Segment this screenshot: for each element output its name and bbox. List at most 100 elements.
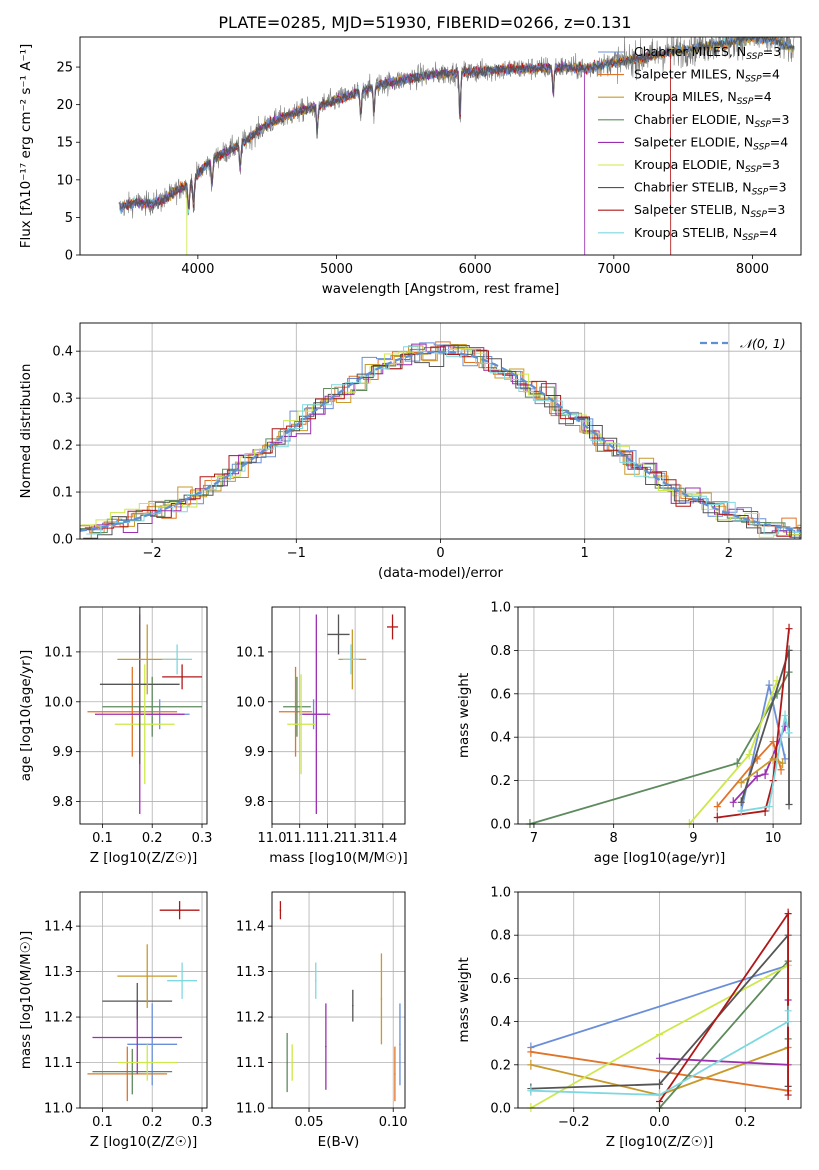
data-point-marker [784,1090,792,1101]
x-tick-label: 0.3 [192,831,213,846]
data-point-marker [656,1029,663,1040]
y-tick-label: 10.0 [44,695,73,710]
y-tick-label: 0.4 [490,1015,511,1030]
y-tick-label: 10.0 [236,695,265,710]
data-point-marker [737,805,745,816]
x-axis-label: Z [log10(Z/Z☉)] [90,1134,198,1150]
y-tick-label: 1.0 [490,601,511,616]
data-point-marker [769,753,777,764]
data-point-marker [656,1079,663,1090]
x-tick-label: 1 [581,546,589,561]
legend-entry: Kroupa STELIB, NSSP=4 [634,225,777,243]
data-point [294,710,297,713]
mass-weight-line [658,910,789,1103]
x-axis-label: Z [log10(Z/Z☉)] [606,1134,714,1150]
y-tick-label: 0.0 [490,818,511,833]
x-tick-label: 4000 [181,262,214,277]
x-tick-label: −1 [287,546,306,561]
data-layer [80,37,801,1112]
y-axis-label: mass weight [456,957,472,1042]
mass-weight-line [658,958,789,1109]
y-tick-label: 0.2 [490,774,511,789]
y-tick-label: 11.4 [236,920,265,935]
data-point [181,979,183,982]
legend-entry: Chabrier ELODIE, NSSP=3 [634,112,789,130]
x-tick-label: 0.3 [192,1115,213,1130]
y-tick-label: 10 [56,173,73,188]
data-point [146,658,149,661]
data-point [131,710,134,713]
residual-histogram [81,348,801,538]
legend-entry: 𝒩(0, 1) [740,336,786,351]
residual-histogram [80,341,801,534]
y-tick-label: 20 [56,98,73,113]
x-axis-label: E(B-V) [318,1134,360,1150]
data-point-marker [765,801,773,812]
data-point [291,1061,294,1064]
data-point [350,658,352,661]
y-tick-label: 9.8 [244,795,265,810]
x-tick-label: 0.0 [649,1115,670,1130]
data-point [151,1043,154,1046]
legend-entry: Kroupa ELODIE, NSSP=3 [634,157,780,175]
x-tick-label: −0.2 [558,1115,590,1130]
axes-frame [517,606,802,825]
axes-frame [79,36,802,256]
y-tick-label: 11.1 [44,1056,73,1071]
data-point [286,1061,288,1064]
x-axis-label: age [log10(age/yr)] [594,850,726,866]
x-tick-label: 11.0 [258,831,287,846]
mass-weight-line [530,964,789,1049]
data-point-marker [765,680,773,691]
x-tick-label: 0.2 [735,1115,756,1130]
data-point [325,1045,327,1048]
data-point-marker [656,1090,663,1101]
data-point-marker [753,771,761,782]
data-point-marker [785,727,793,738]
data-point [314,979,317,982]
x-tick-label: 8000 [736,262,769,277]
data-point-marker [784,1016,792,1027]
data-point [399,1043,401,1046]
data-point [352,1004,354,1007]
y-tick-label: 11.2 [236,1011,265,1026]
y-axis-label: mass [log10(M/M☉)] [18,931,34,1070]
x-tick-label: 10 [765,831,782,846]
mass-weight-line [717,628,790,819]
legend-entry: Chabrier STELIB, NSSP=3 [634,180,787,198]
normal-reference-curve [80,350,801,532]
data-point [279,909,282,911]
mass-weight-plot [527,908,792,1112]
x-tick-label: 5000 [320,262,353,277]
y-tick-label: 0.6 [490,687,511,702]
residual-histogram [80,342,801,539]
data-point-marker [784,1005,792,1016]
data-point-marker [656,1053,663,1064]
data-point-marker [527,1046,535,1057]
data-point-marker [781,710,789,721]
y-tick-label: 9.8 [52,795,73,810]
x-tick-label: 11.1 [285,831,314,846]
data-point-marker [713,801,721,812]
y-tick-label: 11.0 [236,1102,265,1117]
x-tick-label: 0 [436,546,444,561]
data-point [181,676,183,678]
data-point-marker [527,1085,535,1096]
legend-entry: Kroupa MILES, NSSP=4 [634,89,772,107]
y-tick-label: 25 [56,61,73,76]
model-fit-line [119,37,795,210]
mass-weight-line [529,671,790,825]
axes-frame [271,891,406,1109]
x-tick-label: 7000 [597,262,630,277]
mass-weight-line [716,739,782,808]
residual-histogram [83,344,801,539]
y-tick-label: 0.0 [490,1102,511,1117]
data-point-marker [761,769,769,780]
data-point-marker [713,812,721,823]
data-point [138,683,141,686]
y-tick-label: 11.3 [236,965,265,980]
data-point-marker [777,764,785,775]
data-point-marker [527,1059,535,1070]
x-axis-label: Z [log10(Z/Z☉)] [90,850,198,866]
text-layer: 4000 5000 6000 7000 80000510152025wavelength… [18,44,789,1150]
